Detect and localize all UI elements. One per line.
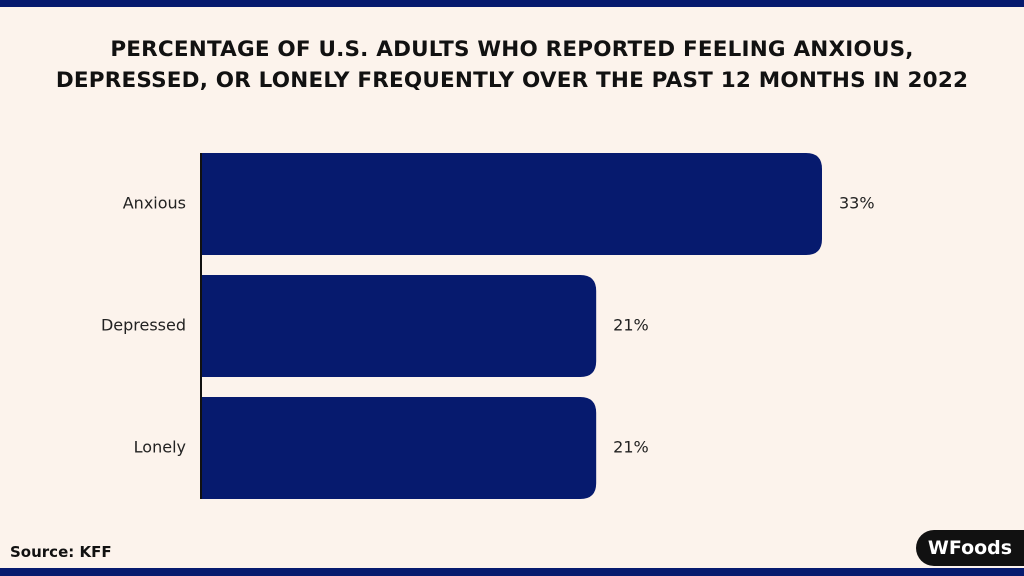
- value-label: 21%: [613, 438, 649, 457]
- value-label: 21%: [613, 316, 649, 335]
- bottom-band: [0, 568, 1024, 576]
- bar: [201, 153, 822, 255]
- y-tick-label: Lonely: [134, 438, 186, 457]
- chart-title: PERCENTAGE OF U.S. ADULTS WHO REPORTED F…: [55, 37, 969, 93]
- y-tick-label: Depressed: [101, 316, 186, 335]
- bar: [201, 397, 597, 499]
- bar: [201, 275, 597, 377]
- top-band: [0, 0, 1024, 7]
- logo: WFoods: [916, 530, 1024, 566]
- value-label: 33%: [839, 194, 875, 213]
- y-tick-label: Anxious: [123, 194, 186, 213]
- source: Source: KFF: [10, 543, 112, 561]
